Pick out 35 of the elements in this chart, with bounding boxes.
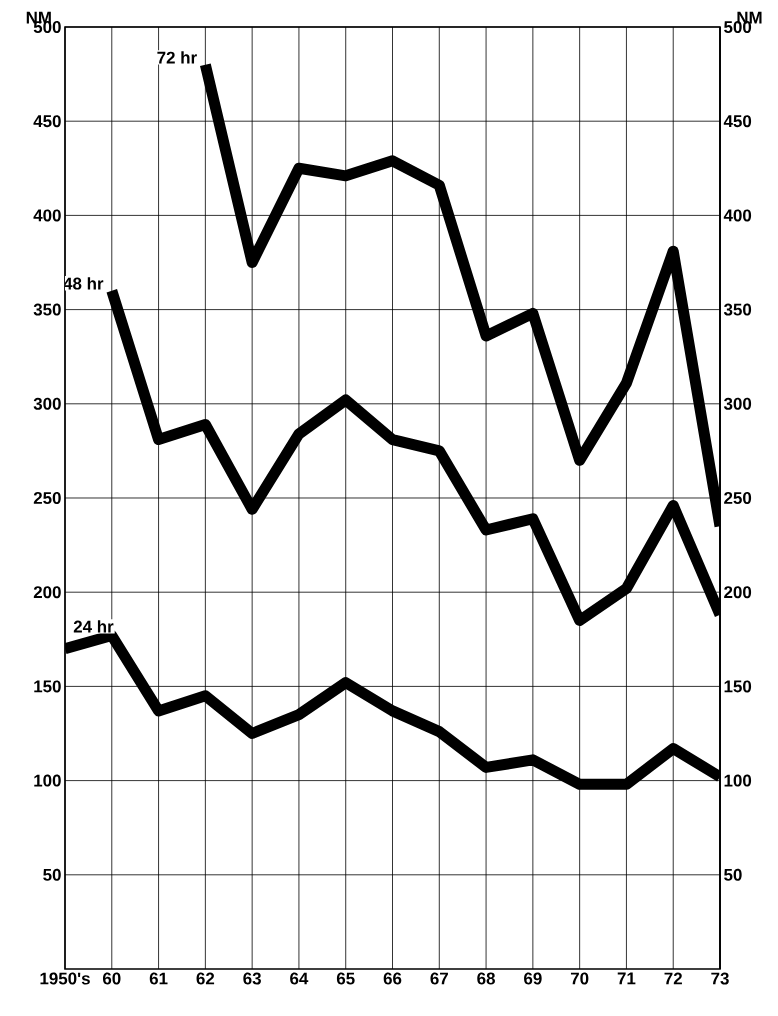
x-tick-label: 72 (664, 972, 682, 985)
x-tick-label: 67 (430, 972, 448, 985)
x-tick-label: 69 (524, 972, 542, 985)
x-tick-label: 70 (570, 972, 589, 985)
y2-tick-label: 350 (723, 303, 752, 316)
y-tick-label: 250 (33, 492, 61, 504)
y-tick-label: 350 (33, 303, 61, 316)
x-tick-label: 66 (383, 972, 402, 985)
x-tick-label: 63 (243, 972, 261, 985)
x-tick-label: 60 (102, 972, 121, 985)
x-tick-label: 73 (711, 972, 729, 985)
y-tick-label: 100 (34, 774, 61, 787)
y2-tick-label: 50 (724, 868, 742, 881)
y-tick-label: 300 (33, 397, 61, 410)
y-tick-label: 400 (33, 209, 61, 222)
series-label: 24 hr (73, 620, 114, 633)
x-tick-label: 71 (617, 972, 636, 985)
y2-tick-label: 100 (724, 774, 752, 787)
x-tick-label: 64 (290, 972, 309, 985)
x-tick-label: 68 (477, 972, 495, 985)
y2-tick-label: 450 (723, 115, 752, 128)
y-tick-label: 50 (43, 868, 61, 881)
y-tick-label: 200 (33, 586, 61, 599)
y2-tick-label: 150 (724, 680, 752, 693)
y-tick-label: 450 (33, 115, 61, 128)
y2-tick-label: 300 (723, 397, 752, 410)
x-tick-label: 61 (149, 972, 168, 985)
x-tick-label: 1950's (40, 972, 90, 985)
y-tick-label: 150 (34, 680, 61, 693)
x-tick-label: 65 (336, 972, 355, 985)
y2-tick-label: 400 (723, 209, 752, 222)
y2-tick-label: 250 (724, 492, 752, 504)
series-label: 72 hr (157, 51, 197, 64)
y2-tick-label: 200 (724, 586, 752, 599)
x-tick-label: 62 (196, 972, 215, 985)
